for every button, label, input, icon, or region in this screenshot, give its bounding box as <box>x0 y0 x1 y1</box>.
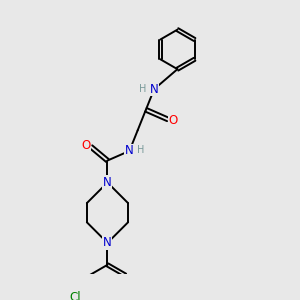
Text: O: O <box>81 139 91 152</box>
Text: H: H <box>137 146 145 155</box>
Text: Cl: Cl <box>70 291 81 300</box>
Text: N: N <box>103 236 112 249</box>
Text: O: O <box>168 114 177 127</box>
Text: H: H <box>139 84 146 94</box>
Text: N: N <box>103 176 112 189</box>
Text: N: N <box>125 144 134 158</box>
Text: N: N <box>150 83 158 96</box>
